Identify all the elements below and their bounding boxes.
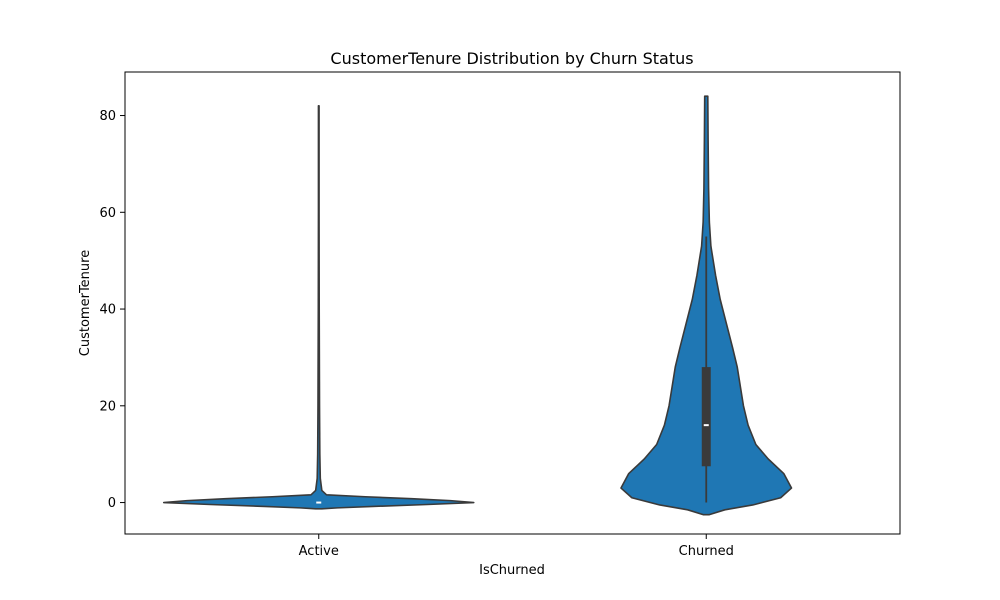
y-tick-label: 60 xyxy=(99,206,116,221)
box-churned xyxy=(701,367,711,467)
y-tick-label: 40 xyxy=(99,303,116,318)
violin-active xyxy=(162,105,475,510)
chart-title: CustomerTenure Distribution by Churn Sta… xyxy=(330,49,693,68)
x-axis-label: IsChurned xyxy=(479,563,545,578)
y-tick-label: 0 xyxy=(108,496,116,511)
y-axis-label: CustomerTenure xyxy=(78,250,93,356)
plot-area xyxy=(162,95,793,516)
x-axis: Active Churned xyxy=(299,534,734,559)
y-tick-label: 80 xyxy=(99,109,116,124)
x-tick-label: Active xyxy=(299,544,339,559)
y-tick-label: 20 xyxy=(99,399,116,414)
axes-frame xyxy=(124,71,901,535)
y-axis: 0 20 40 60 80 xyxy=(99,109,125,511)
x-tick-label: Churned xyxy=(679,544,734,559)
